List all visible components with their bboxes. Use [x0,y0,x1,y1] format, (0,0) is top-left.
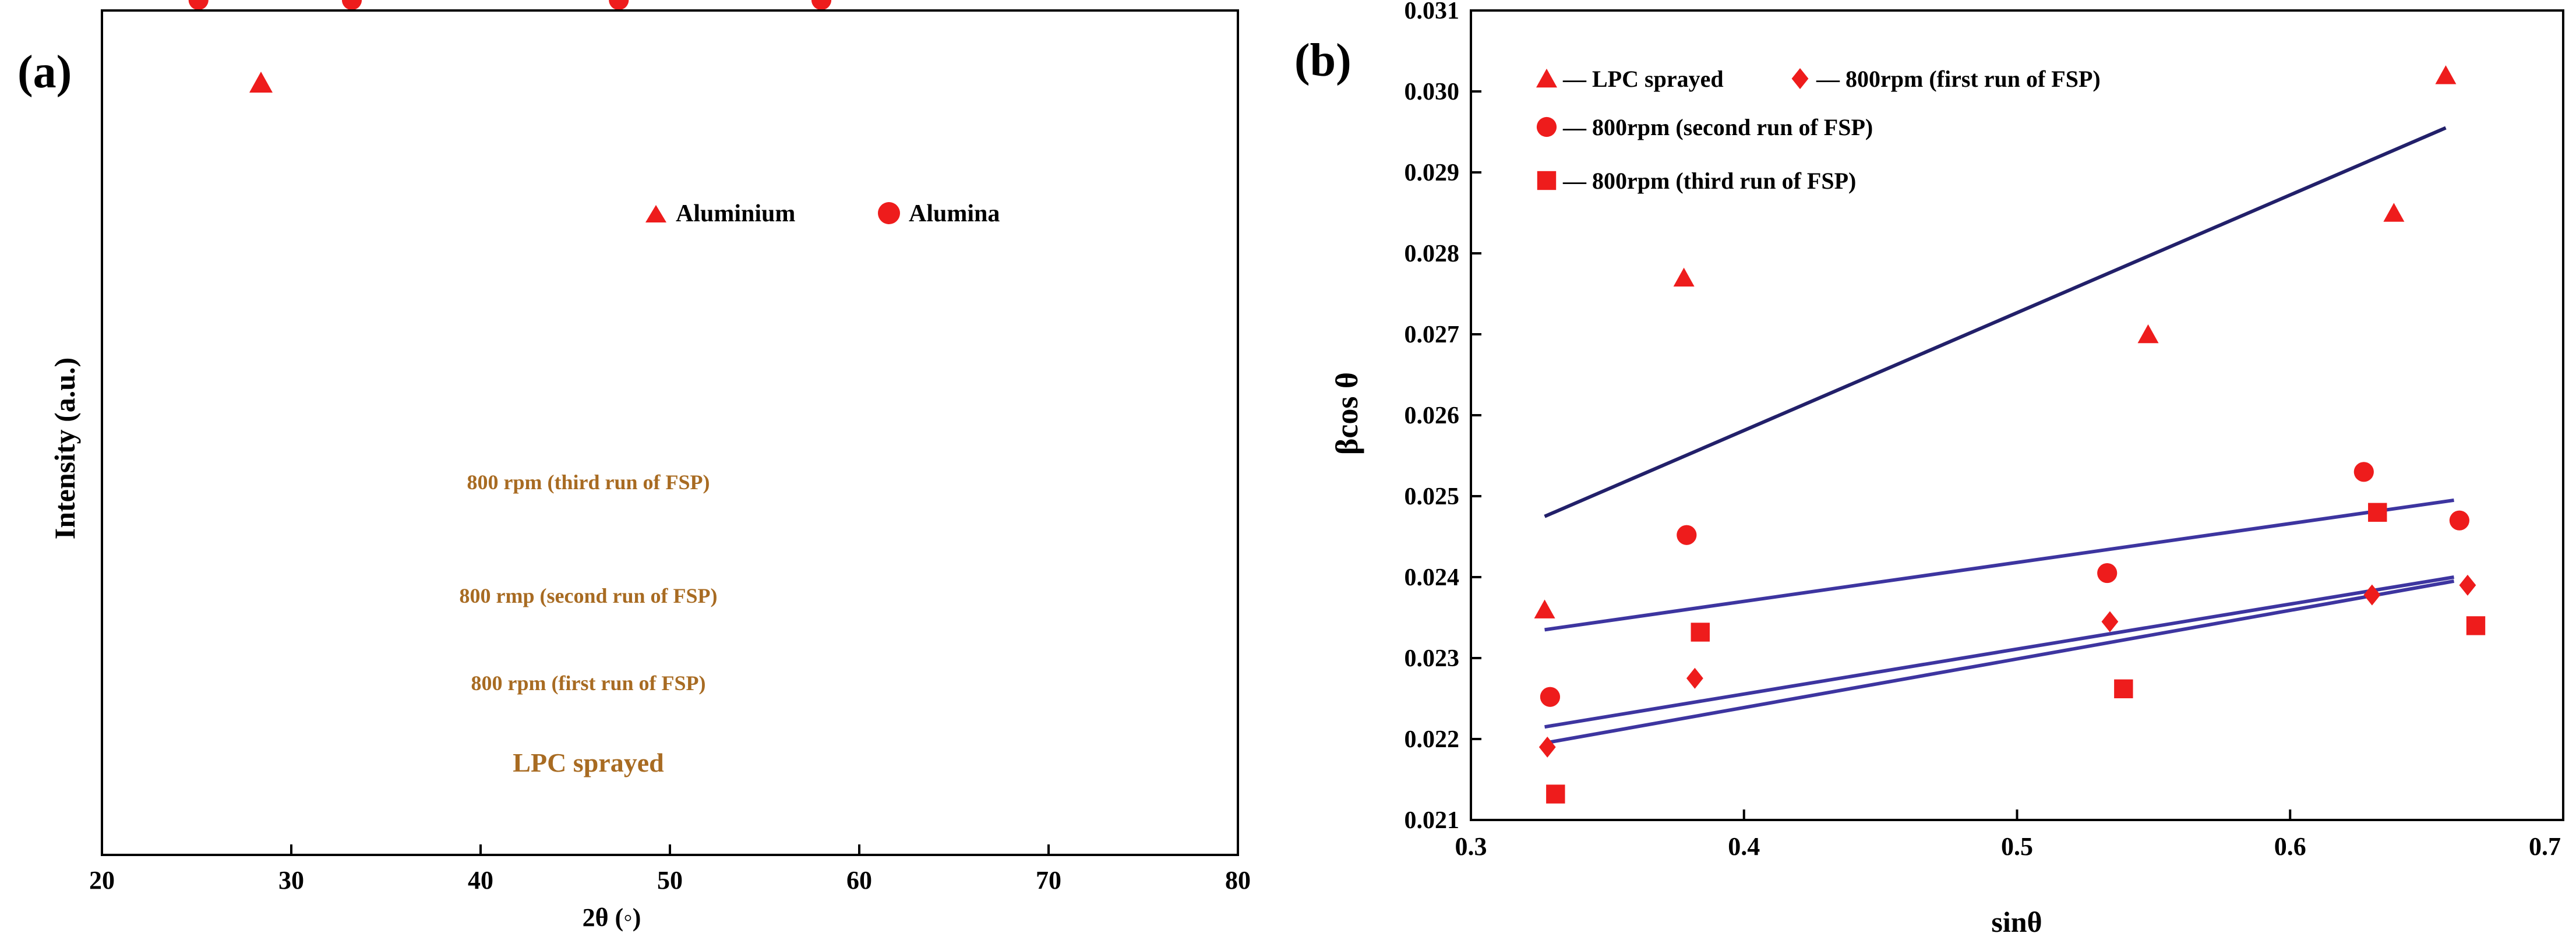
square-data-point [2466,616,2486,635]
curve-label: LPC sprayed [513,748,664,777]
triangle-data-point [2383,203,2405,222]
triangle-data-point [2137,324,2159,344]
curve-label: 800 rpm (third run of FSP) [467,471,710,494]
alumina-peak-marker [341,0,362,10]
square-data-point [1691,623,1710,642]
circle-data-point [2449,510,2469,531]
y-tick-label-b: 0.031 [1405,0,1460,24]
triangle-data-point [1534,599,1555,618]
curve-label: 800 rmp (second run of FSP) [460,584,718,607]
panel-label-a: (a) [17,47,72,98]
legend-circle-icon [878,202,900,224]
diamond-data-point [2459,574,2476,596]
y-axis-label-b: βcos θ [1329,372,1364,455]
alumina-peak-marker [609,0,629,10]
triangle-data-point [2435,65,2457,84]
diamond-data-point [2101,611,2119,632]
legend-label-b: — 800rpm (third run of FSP) [1562,168,1856,194]
y-tick-label-b: 0.021 [1405,807,1460,834]
y-tick-label-b: 0.029 [1405,160,1460,186]
aluminium-peak-marker [249,72,273,93]
x-tick-label-b: 0.7 [2529,832,2561,861]
circle-data-point [2097,563,2118,584]
alumina-peak-marker [811,0,832,10]
x-tick-label-a: 80 [1225,866,1251,895]
x-tick-label-b: 0.3 [1455,832,1487,861]
curve-labels: LPC sprayed 800 rpm (first run of FSP) 800… [460,471,718,777]
williamson-hall-panel: (b) 0.0210.0220.0230.0240.0250.0260.0270… [1294,0,2564,938]
alumina-peak-marker [188,0,209,10]
x-axis-b: 0.3 0.4 0.5 0.6 0.7 [1455,809,2564,861]
y-tick-label-b: 0.025 [1405,483,1460,510]
diamond-data-point [1686,667,1703,689]
triangle-data-point [1673,267,1695,287]
x-axis-a: 20 30 40 50 60 70 80 [89,844,1251,895]
curve-label: 800 rpm (first run of FSP) [471,671,706,695]
square-data-point [1546,784,1565,804]
y-tick-label-b: 0.022 [1405,726,1460,753]
circle-data-point [1677,525,1697,545]
y-tick-label-b: 0.028 [1405,241,1460,267]
y-tick-label-b: 0.030 [1405,79,1460,105]
x-tick-label-a: 70 [1036,866,1061,895]
fit-lines [1544,126,2455,745]
y-tick-label-b: 0.026 [1405,402,1460,429]
square-data-point [2368,503,2387,522]
legend-triangle-icon [1536,68,1557,88]
y-tick-label-b: 0.023 [1405,645,1460,672]
x-tick-label-b: 0.6 [2274,832,2306,861]
fit-line [1544,498,2454,632]
circle-data-point [1540,687,1561,707]
legend-square-icon [1537,171,1557,190]
legend-triangle-icon [645,205,666,222]
legend-circle-icon [1536,116,1557,137]
y-axis-b: 0.021 0.022 0.023 0.024 0.025 0.026 0.027 0.028… [1405,0,1481,834]
fit-line [1544,575,2454,729]
fit-line [1544,579,2455,745]
peak-markers [188,0,832,93]
legend-label-aluminium: Aluminium [676,200,795,227]
x-tick-label-a: 40 [468,866,493,895]
xrd-panel: (a) LPC sprayed 800 rpm (first run of FSP… [17,0,1251,932]
x-tick-label-a: 60 [846,866,872,895]
x-tick-label-a: 50 [657,866,683,895]
data-points [1534,65,2486,804]
x-tick-label-b: 0.5 [2001,832,2033,861]
x-tick-label-b: 0.4 [1728,832,1760,861]
plot-frame-a [101,9,1239,856]
circle-data-point [2353,462,2374,482]
x-axis-label-b: sinθ [1991,906,2042,938]
x-tick-label-a: 30 [278,866,304,895]
panel-label-b: (b) [1294,35,1351,86]
legend-a: Aluminium Alumina [645,200,1000,227]
y-tick-label-b: 0.024 [1405,564,1460,591]
legend-label-b: — 800rpm (second run of FSP) [1562,114,1873,140]
x-tick-label-a: 20 [89,866,115,895]
diamond-data-point [2363,584,2381,606]
legend-label-alumina: Alumina [909,200,1000,227]
legend-b: — LPC sprayed — 800rpm (first run of FSP)… [1536,66,2101,194]
legend-label-b: — LPC sprayed [1562,66,1724,92]
legend-diamond-icon [1791,68,1809,89]
square-data-point [2114,679,2133,699]
fit-line [1544,126,2447,518]
diamond-data-point [1538,736,1556,758]
x-axis-label-a: 2θ (◦) [583,903,641,932]
y-axis-label-a: Intensity (a.u.) [48,358,81,540]
y-tick-label-b: 0.027 [1405,321,1460,348]
legend-label-b: — 800rpm (first run of FSP) [1816,66,2101,92]
